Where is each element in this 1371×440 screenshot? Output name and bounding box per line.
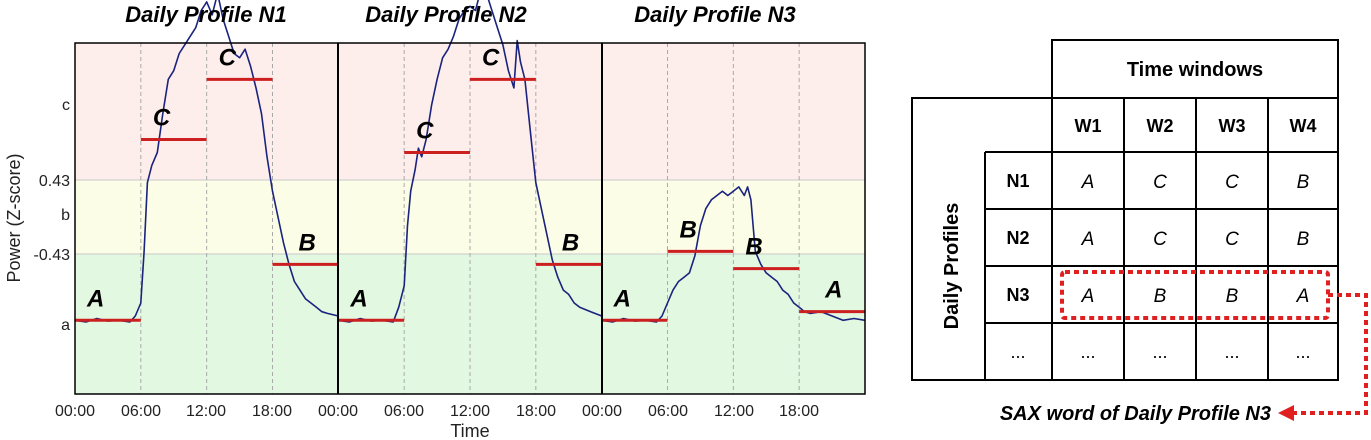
x-tick-label: 00:00 xyxy=(582,403,622,420)
row-label: N2 xyxy=(1006,228,1029,248)
table-cell: C xyxy=(1153,172,1167,193)
window-mean-bars xyxy=(75,77,865,322)
table-cell: C xyxy=(1225,172,1239,193)
table-cell: A xyxy=(1296,286,1310,307)
table-cell: A xyxy=(1081,172,1095,193)
series-layer xyxy=(74,0,866,323)
sax-word-caption: SAX word of Daily Profile N3 xyxy=(1000,403,1271,425)
column-header: W4 xyxy=(1290,116,1317,136)
sax-symbol-label: C xyxy=(416,117,434,144)
table-cell: A xyxy=(1081,229,1095,250)
table-cell: A xyxy=(1081,286,1095,307)
sax-symbol-label: B xyxy=(679,216,696,243)
x-tick-label: 12:00 xyxy=(186,403,226,420)
sax-symbol-label: C xyxy=(219,44,237,71)
y-axis-label: Power (Z-score) xyxy=(4,153,24,282)
x-tick-label: 06:00 xyxy=(384,403,424,420)
x-tick-label: 18:00 xyxy=(779,403,819,420)
sax-symbol-label: A xyxy=(824,277,842,304)
power-series-line-n3 xyxy=(601,186,866,323)
table-cell: ... xyxy=(1152,342,1167,362)
chart-frame xyxy=(74,42,866,395)
table-cell: B xyxy=(1154,286,1167,307)
panel-title-n2: Daily Profile N2 xyxy=(365,2,527,27)
region-c xyxy=(75,43,865,180)
sax-table xyxy=(911,39,1339,381)
power-series-line-n2 xyxy=(338,0,602,323)
x-tick-label: 18:00 xyxy=(516,403,556,420)
x-tick-label: 06:00 xyxy=(648,403,688,420)
table-cell: ... xyxy=(1080,342,1095,362)
table-cell: ... xyxy=(1295,342,1310,362)
sax-symbol-label: A xyxy=(86,285,104,312)
x-tick-label: 12:00 xyxy=(450,403,490,420)
x-tick-label: 00:00 xyxy=(318,403,358,420)
sax-symbol-label: B xyxy=(298,229,315,256)
sax-word-highlight xyxy=(1060,270,1330,320)
table-header-time-windows: Time windows xyxy=(1127,59,1263,81)
table-cell: ... xyxy=(1224,342,1239,362)
x-tick-label: 00:00 xyxy=(55,403,95,420)
table-cell: B xyxy=(1226,286,1239,307)
sax-symbol-labels: A C C B A C C B A B B A xyxy=(86,44,843,312)
table-cell: B xyxy=(1297,229,1310,250)
panel-title-n3: Daily Profile N3 xyxy=(634,2,795,27)
sax-arrow-connector xyxy=(1292,293,1368,415)
column-header: W1 xyxy=(1075,116,1102,136)
table-cell: C xyxy=(1225,229,1239,250)
row-label: N1 xyxy=(1006,171,1029,191)
table-cell: B xyxy=(1297,172,1310,193)
sax-symbol-label: C xyxy=(482,44,500,71)
y-tick-a: a xyxy=(61,317,70,334)
row-label: N3 xyxy=(1006,285,1029,305)
column-header: W3 xyxy=(1219,116,1246,136)
sax-symbol-label: A xyxy=(613,285,631,312)
row-group-label: Daily Profiles xyxy=(941,203,963,330)
sax-symbol-label: B xyxy=(745,234,762,261)
y-tick-lower-breakpoint: -0.43 xyxy=(34,247,71,264)
arrowhead-icon xyxy=(1278,405,1294,421)
y-tick-upper-breakpoint: 0.43 xyxy=(39,173,70,190)
table-cell: C xyxy=(1153,229,1167,250)
sax-symbol-label: A xyxy=(349,285,367,312)
x-tick-label: 18:00 xyxy=(252,403,292,420)
y-tick-b: b xyxy=(61,207,70,224)
sax-symbol-label: B xyxy=(562,229,579,256)
power-series-line-n1 xyxy=(74,0,339,323)
column-header: W2 xyxy=(1147,116,1174,136)
time-gridlines xyxy=(140,43,800,394)
y-tick-c: c xyxy=(62,97,70,114)
x-tick-label: 12:00 xyxy=(714,403,754,420)
sax-symbol-label: C xyxy=(153,105,171,132)
x-axis-label: Time xyxy=(450,421,489,440)
row-label: ... xyxy=(1010,342,1025,362)
panel-title-n1: Daily Profile N1 xyxy=(125,2,286,27)
x-tick-label: 06:00 xyxy=(121,403,161,420)
